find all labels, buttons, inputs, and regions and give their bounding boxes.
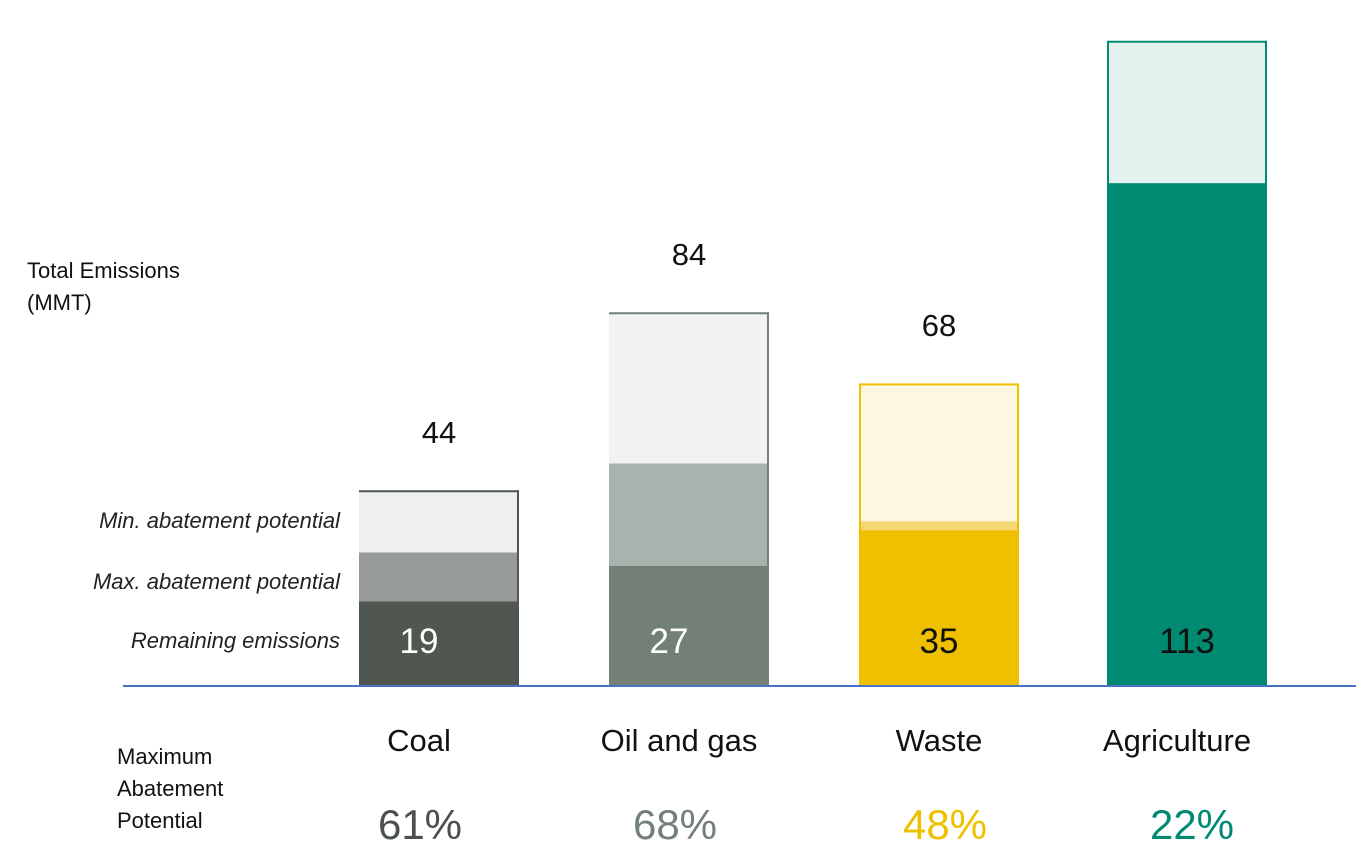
abatement-pct-oil-and-gas: 68% bbox=[632, 801, 718, 848]
category-label-coal: Coal bbox=[387, 723, 451, 758]
remaining-label-coal: 19 bbox=[399, 622, 439, 661]
total-label-waste: 68 bbox=[921, 308, 957, 344]
max-abatement-row-label-line-1: Maximum bbox=[117, 744, 213, 769]
total-label-coal: 44 bbox=[421, 415, 457, 451]
y-axis-label: Total Emissions (MMT) bbox=[27, 255, 180, 319]
total-label-agriculture: 145 bbox=[1107, 0, 1267, 2]
category-label-oil-and-gas: Oil and gas bbox=[600, 723, 758, 758]
remaining-label-waste: 35 bbox=[919, 622, 959, 661]
category-label-agriculture: Agriculture bbox=[1102, 723, 1252, 758]
bar-oil-and-gas-min-abatement bbox=[609, 312, 769, 464]
bar-waste-min-abatement bbox=[859, 383, 1019, 522]
bar-waste-max-abatement bbox=[859, 521, 1019, 531]
abatement-pct-waste: 48% bbox=[902, 801, 988, 848]
total-label-oil-and-gas: 84 bbox=[671, 237, 707, 273]
bar-oil-and-gas-max-abatement bbox=[609, 463, 769, 566]
bar-agriculture-min-abatement bbox=[1107, 40, 1267, 184]
category-label-waste: Waste bbox=[895, 723, 983, 758]
legend-remaining-emissions: Remaining emissions bbox=[130, 628, 340, 653]
bar-agriculture-remaining bbox=[1107, 183, 1267, 686]
bar-waste-remaining bbox=[859, 530, 1019, 686]
bar-coal-max-abatement bbox=[359, 552, 519, 602]
max-abatement-row-label-line-2: Abatement bbox=[117, 776, 224, 801]
abatement-pct-agriculture: 22% bbox=[1149, 801, 1235, 848]
bar-coal-remaining bbox=[359, 601, 519, 686]
remaining-label-oil-and-gas: 27 bbox=[649, 622, 689, 661]
bar-coal-min-abatement bbox=[359, 490, 519, 553]
abatement-pct-coal: 61% bbox=[377, 801, 463, 848]
legend-max-abatement: Max. abatement potential bbox=[92, 569, 340, 594]
y-axis-label-line-1: Total Emissions bbox=[27, 258, 180, 283]
max-abatement-row-label: Maximum Abatement Potential bbox=[117, 741, 223, 837]
legend-min-abatement: Min. abatement potential bbox=[99, 508, 340, 533]
max-abatement-row-label-line-3: Potential bbox=[117, 808, 203, 833]
remaining-label-agriculture: 113 bbox=[1159, 622, 1215, 661]
y-axis-label-line-2: (MMT) bbox=[27, 290, 92, 315]
bar-oil-and-gas-remaining bbox=[609, 565, 769, 686]
